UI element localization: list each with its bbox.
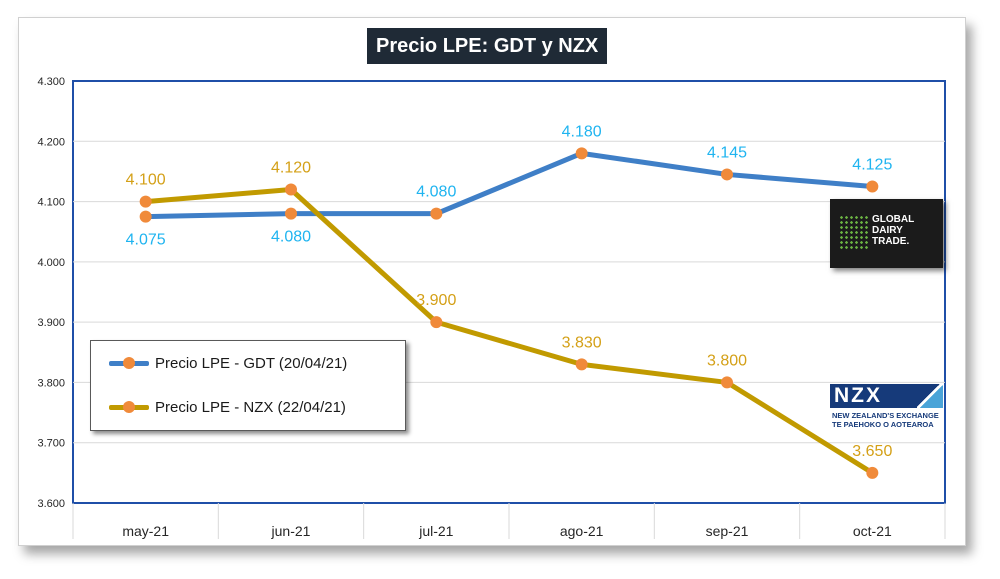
data-label-gdt: 4.075 — [126, 232, 166, 249]
data-label-nzx: 3.900 — [416, 292, 456, 309]
x-tick-label: jul-21 — [418, 523, 453, 539]
y-tick-label: 3.600 — [37, 498, 65, 510]
data-label-nzx: 3.830 — [562, 334, 602, 351]
data-label-gdt: 4.125 — [852, 157, 892, 174]
data-label-nzx: 4.100 — [126, 172, 166, 189]
data-label-gdt: 4.180 — [562, 123, 602, 140]
legend-label-gdt: Precio LPE - GDT (20/04/21) — [155, 354, 348, 372]
data-point-gdt — [575, 147, 588, 160]
data-point-nzx — [575, 358, 588, 371]
chart-title: Precio LPE: GDT y NZX — [367, 28, 608, 64]
data-point-nzx — [285, 183, 297, 196]
legend-swatch-gdt — [109, 357, 149, 369]
data-point-nzx — [139, 195, 152, 208]
nzx-x-icon — [917, 384, 943, 408]
chart-frame — [18, 17, 966, 546]
legend-swatch-nzx — [109, 401, 149, 413]
data-point-gdt — [285, 207, 297, 220]
data-label-gdt: 4.145 — [707, 144, 747, 161]
data-point-gdt — [430, 207, 443, 220]
data-point-gdt — [139, 210, 152, 223]
x-tick-label: jun-21 — [271, 523, 311, 539]
data-label-nzx: 4.120 — [271, 160, 311, 177]
x-tick-label: ago-21 — [560, 523, 604, 539]
legend-entry-nzx: Precio LPE - NZX (22/04/21) — [109, 395, 346, 419]
series-line-gdt — [143, 150, 875, 220]
plot-area-border — [72, 80, 946, 504]
x-tick-label: oct-21 — [853, 523, 892, 539]
y-tick-label: 3.800 — [37, 377, 65, 389]
nzx-logo-subtitle: NEW ZEALAND'S EXCHANGE TE PAEHOKO O AOTE… — [832, 411, 939, 429]
data-label-nzx: 3.650 — [852, 443, 892, 460]
data-point-gdt — [866, 180, 879, 193]
data-point-nzx — [866, 466, 879, 479]
series-line-nzx — [143, 187, 875, 476]
x-tick-label: may-21 — [122, 523, 169, 539]
legend-entry-gdt: Precio LPE - GDT (20/04/21) — [109, 351, 347, 375]
y-tick-label: 4.100 — [37, 197, 65, 209]
gdt-logo: GLOBAL DAIRY TRADE. — [830, 199, 943, 268]
y-tick-label: 4.000 — [37, 257, 65, 269]
y-tick-label: 3.900 — [37, 317, 65, 329]
legend: Precio LPE - GDT (20/04/21) Precio LPE -… — [90, 340, 406, 431]
x-tick-label: sep-21 — [706, 523, 749, 539]
y-tick-label: 4.200 — [37, 136, 65, 148]
data-label-nzx: 3.800 — [707, 352, 747, 369]
nzx-logo: NZX NEW ZEALAND'S EXCHANGE TE PAEHOKO O … — [830, 384, 943, 431]
data-point-nzx — [721, 376, 733, 389]
gdt-dots-icon — [839, 215, 869, 251]
data-point-nzx — [430, 316, 443, 329]
data-label-gdt: 4.080 — [271, 229, 311, 246]
data-point-gdt — [721, 168, 733, 181]
gdt-logo-text: GLOBAL DAIRY TRADE. — [872, 214, 915, 247]
y-tick-label: 4.300 — [37, 76, 65, 88]
legend-label-nzx: Precio LPE - NZX (22/04/21) — [155, 398, 346, 416]
data-label-gdt: 4.080 — [416, 184, 456, 201]
y-tick-label: 3.700 — [37, 438, 65, 450]
